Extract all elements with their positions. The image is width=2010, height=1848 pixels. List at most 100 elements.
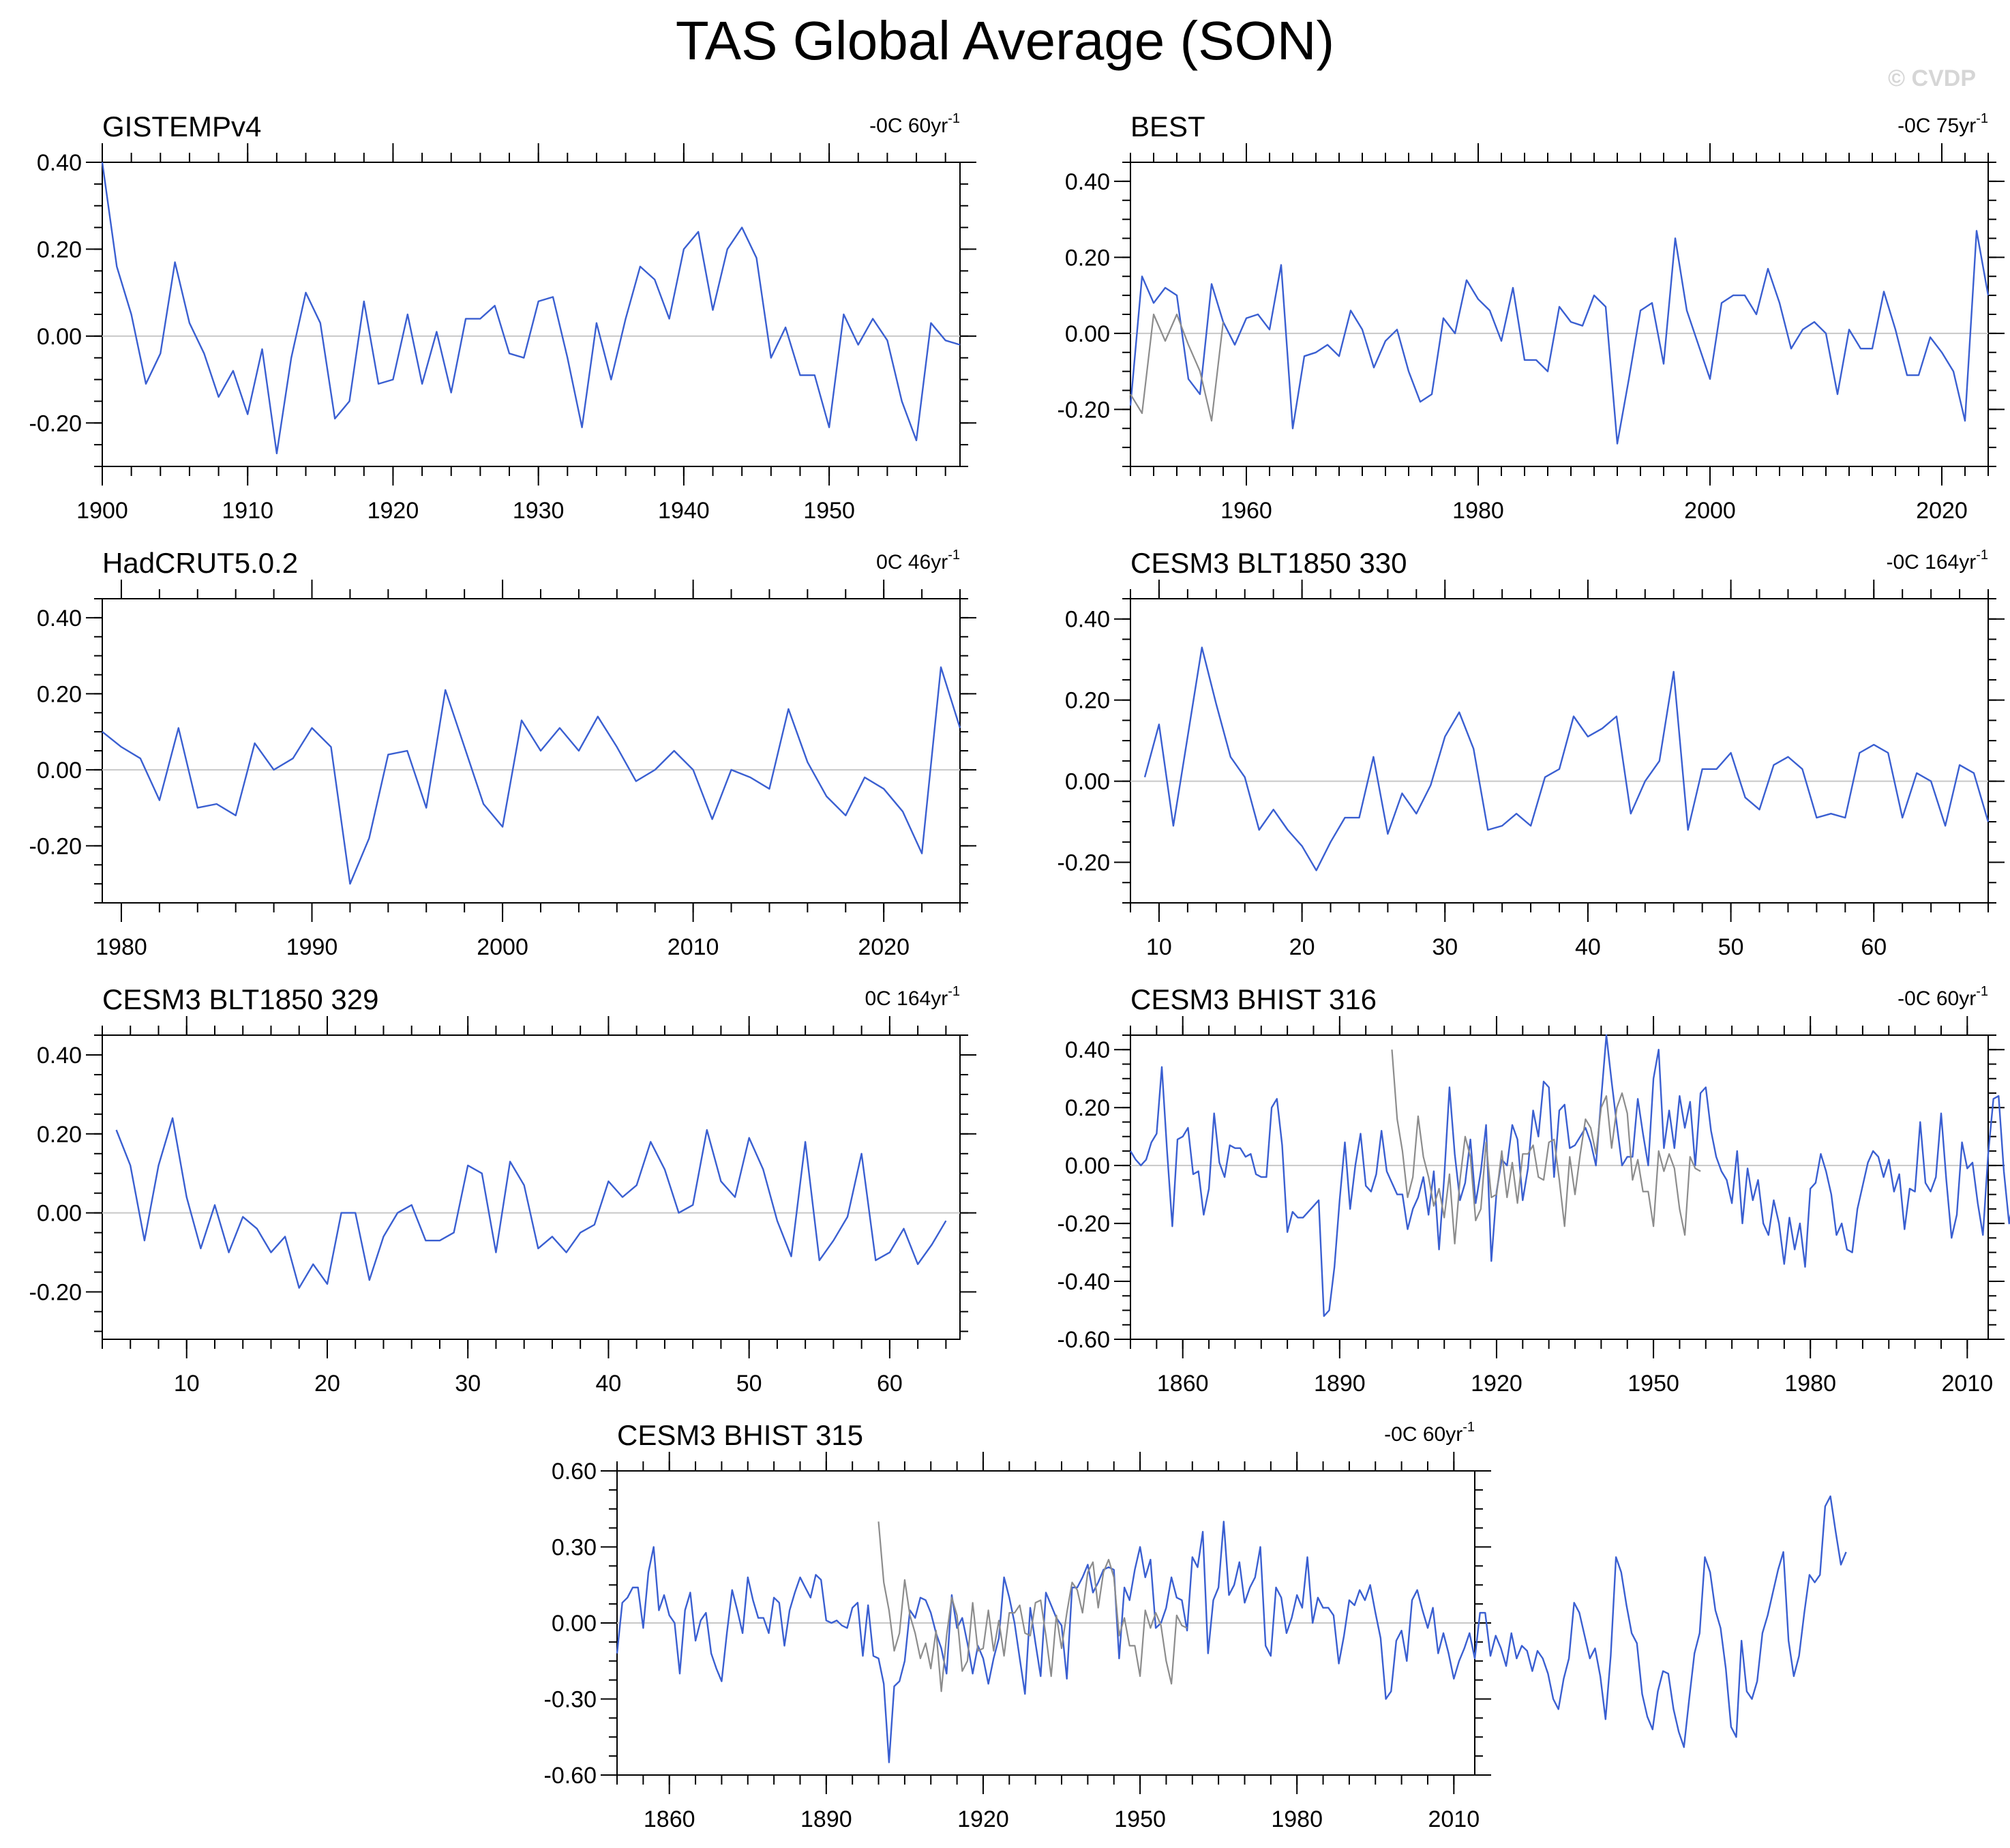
trend-label: 0C 164yr-1: [865, 984, 960, 1010]
y-tick-label: -0.20: [1058, 850, 1111, 876]
series-line: [1129, 230, 1990, 445]
y-tick-label: 0.40: [1065, 607, 1110, 633]
series-line: [616, 1495, 1847, 1763]
trend-label-text: -0C 164yr: [1886, 551, 1976, 573]
panel-cesm3-bhist-316: 1860 1890 1920 1950 1980 2010 -0.60 -0.40 -0.20 0…: [1058, 983, 2010, 1397]
plot-frame: [102, 1034, 961, 1340]
x-tick-label: 30: [1432, 934, 1458, 960]
overlay-series-line: [1391, 1049, 1701, 1245]
trend-label-exponent: -1: [1462, 1420, 1475, 1435]
y-tick-label: -0.20: [1058, 1211, 1111, 1237]
overlay-series-line: [877, 1521, 1188, 1693]
trend-label-exponent: -1: [1976, 984, 1988, 999]
trend-label: 0C 46yr-1: [876, 548, 960, 573]
x-tick-label: 2010: [668, 934, 719, 960]
y-tick-label: -0.60: [544, 1763, 597, 1789]
trend-label-exponent: -1: [1976, 111, 1988, 126]
x-tick-label: 1890: [1314, 1371, 1366, 1397]
x-tick-label: 60: [877, 1371, 903, 1397]
x-tick-label: 40: [1575, 934, 1601, 960]
trend-label: -0C 75yr-1: [1897, 111, 1988, 137]
series-line: [102, 666, 961, 885]
y-tick-label: -0.60: [1058, 1327, 1111, 1353]
x-tick-label: 1890: [800, 1806, 852, 1832]
x-tick-label: 1950: [803, 498, 855, 524]
y-tick-label: -0.40: [1058, 1269, 1111, 1295]
page-title: TAS Global Average (SON): [675, 10, 1335, 71]
x-tick-label: 1960: [1220, 498, 1272, 524]
y-tick-label: -0.20: [29, 411, 82, 436]
panel-title: CESM3 BLT1850 329: [102, 983, 378, 1015]
x-tick-label: 30: [455, 1371, 481, 1397]
y-tick-label: 0.20: [37, 237, 82, 263]
x-tick-label: 20: [314, 1371, 340, 1397]
trend-label-exponent: -1: [1976, 548, 1988, 563]
panel-title: BEST: [1130, 110, 1205, 143]
y-tick-label: 0.00: [1065, 321, 1110, 347]
x-tick-label: 10: [1146, 934, 1172, 960]
y-tick-label: 0.20: [37, 681, 82, 707]
y-tick-label: 0.20: [1065, 245, 1110, 271]
x-tick-label: 1920: [368, 498, 419, 524]
y-tick-label: 0.40: [37, 150, 82, 176]
panel-hadcrut: 1980 1990 2000 2010 2020 -0.20 0.00 0.20 0.40 Had…: [29, 547, 976, 960]
plot-frame: [102, 598, 961, 904]
x-tick-label: 50: [736, 1371, 762, 1397]
trend-label: -0C 60yr-1: [1897, 984, 1988, 1010]
x-tick-label: 1910: [222, 498, 273, 524]
x-tick-label: 1980: [1452, 498, 1504, 524]
trend-label-text: -0C 75yr: [1897, 115, 1976, 137]
y-tick-label: 0.40: [37, 606, 82, 631]
series-line: [101, 162, 961, 455]
x-tick-label: 1940: [658, 498, 710, 524]
y-tick-label: 0.20: [1065, 688, 1110, 714]
trend-label: -0C 164yr-1: [1886, 548, 1988, 573]
y-tick-label: 0.30: [552, 1535, 597, 1561]
x-tick-label: 1930: [513, 498, 565, 524]
x-tick-label: 2020: [1916, 498, 1968, 524]
panel-best: 1960 1980 2000 2020 -0.20 0.00 0.20 0.40 BEST -0C…: [1058, 110, 2005, 524]
trend-label-text: 0C 46yr: [876, 551, 948, 573]
y-tick-label: 0.00: [552, 1611, 597, 1637]
trend-label-text: -0C 60yr: [1897, 987, 1976, 1010]
plot-frame: [1130, 1034, 1989, 1340]
x-tick-label: 1920: [1471, 1371, 1522, 1397]
x-tick-label: 20: [1289, 934, 1315, 960]
y-tick-label: -0.30: [544, 1687, 597, 1713]
x-tick-label: 1980: [1784, 1371, 1836, 1397]
trend-label-text: 0C 164yr: [865, 987, 948, 1010]
x-tick-label: 50: [1718, 934, 1744, 960]
y-tick-label: 0.20: [1065, 1095, 1110, 1121]
x-tick-label: 1950: [1627, 1371, 1679, 1397]
y-tick-label: 0.00: [1065, 769, 1110, 795]
trend-label-text: -0C 60yr: [1384, 1423, 1462, 1446]
plot-frame: [1130, 598, 1989, 904]
series-line: [1143, 646, 1990, 871]
plot-frame: [1130, 162, 1989, 467]
y-tick-label: 0.20: [37, 1122, 82, 1148]
x-tick-label: 2010: [1428, 1806, 1480, 1832]
trend-label: -0C 60yr-1: [1384, 1420, 1475, 1446]
panel-cesm3-blt1850-330: 10 20 30 40 50 60 -0.20 0.00 0.20 0.40 CESM3 BLT18…: [1058, 547, 2005, 960]
y-tick-label: 0.40: [1065, 169, 1110, 195]
x-tick-label: 1860: [644, 1806, 695, 1832]
y-tick-label: 0.00: [37, 758, 82, 784]
x-tick-label: 2000: [1684, 498, 1736, 524]
y-tick-label: -0.20: [29, 1279, 82, 1305]
y-tick-label: 0.40: [1065, 1037, 1110, 1063]
y-tick-label: 0.00: [1065, 1153, 1110, 1179]
x-tick-label: 1950: [1114, 1806, 1166, 1832]
y-tick-label: 0.00: [37, 1201, 82, 1227]
y-tick-label: 0.40: [37, 1043, 82, 1069]
x-tick-label: 1980: [1271, 1806, 1323, 1832]
panel-cesm3-bhist-315: 1860 1890 1920 1950 1980 2010 -0.60 -0.30 0.00 0.…: [544, 1419, 1847, 1832]
trend-label: -0C 60yr-1: [869, 111, 960, 137]
x-tick-label: 1900: [76, 498, 128, 524]
series-line: [1129, 1034, 2010, 1317]
panel-title: GISTEMPv4: [102, 110, 261, 143]
x-tick-label: 2000: [477, 934, 528, 960]
x-tick-label: 1980: [95, 934, 147, 960]
series-line: [115, 1117, 947, 1289]
x-tick-label: 40: [596, 1371, 622, 1397]
